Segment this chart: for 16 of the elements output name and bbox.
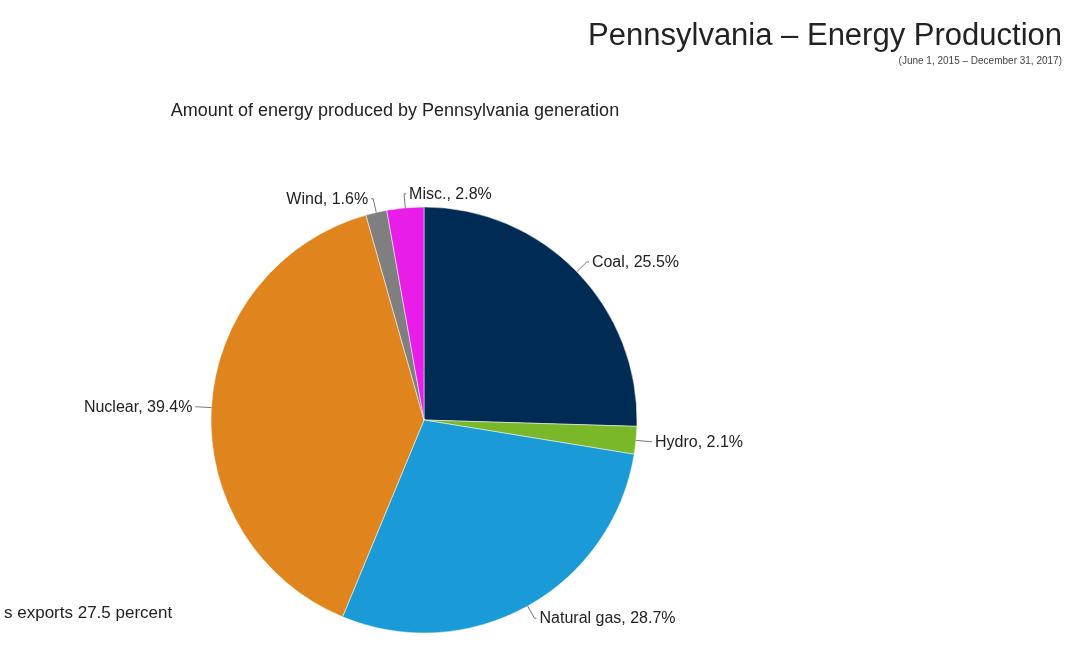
- data-label: , 2.1%: [697, 432, 744, 450]
- text: s exports 27.5 percent: [4, 603, 173, 622]
- slice-label: Nuclear: [83, 397, 140, 415]
- data-label: , 1.6%: [322, 189, 369, 207]
- text: (June 1, 2015 – December 31, 2017): [898, 55, 1062, 66]
- slice-label: Hydro: [654, 432, 698, 450]
- slice-label: Wind: [286, 189, 323, 207]
- text: Pennsylvania – Energy Production: [588, 17, 1062, 52]
- data-label: , 28.7%: [621, 609, 676, 627]
- slice-label: Misc.: [409, 184, 447, 202]
- slice-label: Coal: [591, 252, 625, 270]
- slice-label: Natural gas: [539, 609, 622, 627]
- text: Amount of energy produced by Pennsylvania generation: [170, 100, 620, 120]
- data-label: , 25.5%: [624, 252, 680, 270]
- data-label: , 2.8%: [446, 184, 492, 202]
- data-label: , 39.4%: [138, 397, 193, 415]
